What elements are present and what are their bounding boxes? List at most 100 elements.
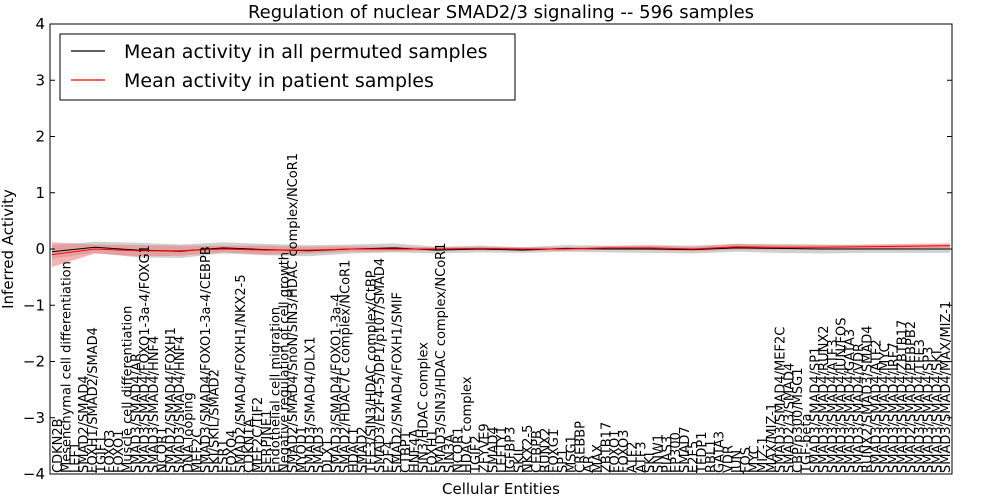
y-axis: 4 3 2 1 0 −1 −2 −3 −4 [23, 15, 952, 483]
entity-label: TGF-beta [800, 414, 815, 475]
entity-label: ZBTB17 [600, 422, 615, 473]
entity-label: DNA looping [182, 392, 197, 473]
legend-label-patient: Mean activity in patient samples [124, 70, 434, 92]
entity-label: CREBBP [573, 421, 588, 473]
entity-label: RUNX2 [539, 428, 554, 473]
entity-label: SMAD3/SMAD4/AR [129, 353, 144, 473]
entity-label: SMAD3/SMAD4/SP3 [922, 347, 937, 473]
entity-label: MEF2C [190, 429, 205, 473]
entity-label: SKI [643, 452, 658, 473]
entity-label: FOXO3 [103, 430, 118, 473]
entity-label: SMAD3/SMAD4/JUN/FOS [835, 318, 850, 473]
entity-label: SMAD3/SMAD4/GATA3 [843, 329, 858, 473]
entity-label: SMAD3 [312, 426, 327, 473]
entity-label: SMAD3/SMAD4/SKI [930, 350, 945, 473]
entity-label: NKX2-5 [521, 425, 536, 473]
entity-label: SERPINE1 [260, 410, 275, 473]
entity-label: HDAC1 [347, 427, 362, 473]
entity-label: SMAD3/SIN3/HDAC complex/NCoR1 [434, 243, 449, 473]
entity-label: SKI/SKIL/SMAD2 [208, 369, 223, 473]
entity-label: CDKN2B [51, 418, 66, 473]
entity-label: NCOR1 [452, 427, 467, 473]
entity-label: RUNX2/SMAD3/SMAD4 [861, 326, 876, 474]
entity-label: FOXO1 [608, 430, 623, 473]
entity-label: SMAD3/SMAD4/HNF4 [147, 336, 162, 473]
entity-label: SMAD2/SMAD4/FOXH1 [164, 327, 179, 473]
entity-label: SMAD2 [356, 426, 371, 473]
entity-label: FOS [739, 447, 754, 473]
y-tick-label: 0 [35, 240, 45, 258]
legend-frame [59, 33, 516, 101]
entity-label: SMAD3/SMAD4/MEF2C [774, 327, 789, 473]
entity-label: HNF4A [408, 429, 423, 473]
entity-label: JUN [730, 450, 745, 474]
entity-label: SMAD2/SMAD4/SnoN/SIN3/HDAC complex/NCoR1 [286, 153, 301, 473]
entity-label: SMAD2/HDAC7C complex/NCoR1 [338, 260, 353, 473]
entity-label: LEFTY1 [495, 426, 510, 473]
entity-label: E2F5 [687, 441, 702, 473]
entity-label: RBL1 [704, 440, 719, 473]
entity-label: TFE3/SIN3/HDAC complex/CtBP [364, 270, 379, 474]
entity-label: PIAS3 [660, 436, 675, 473]
entity-label: Endothelial cell migration [269, 307, 284, 473]
entity-label: SMAD3/SMAD4/RUNX2 [817, 326, 832, 474]
entity-label: SMAD3/SMAD4/MYC [878, 343, 893, 473]
entity-label: SMAD3/SMAD4/FOXO1-3a-4/CEBPB [199, 246, 214, 473]
y-tick-label: −2 [23, 353, 45, 371]
entity-label: GATA3 [713, 431, 728, 473]
entity-label: MIZ-1 [756, 436, 771, 473]
legend: Mean activity in all permuted samples Me… [59, 33, 516, 101]
entity-label: SIN3A [443, 434, 458, 473]
entity-label: SMAD3/SMAD4/SP1 [808, 347, 823, 473]
entity-label: SMAD3/SMAD4/FOXO1-3a-4 [330, 294, 345, 473]
entity-label: ZFYVE9 [478, 423, 493, 473]
entity-label: SMAD3/SMAD4/ZBTB17 [896, 320, 911, 473]
entity-label: MAX [591, 444, 606, 473]
entity-label: SMAD3/SMAD4/DLX1 [304, 337, 319, 473]
patient-band [52, 242, 950, 267]
entity-label: SMAD2/SMAD4/FOXH1/NKX2-5 [234, 274, 249, 473]
patient-mean-line [51, 245, 951, 256]
entity-label: Muscle cell differentiation [121, 306, 136, 473]
entity-label: SMAD3/SMAD4/MAX/MIZ-1 [939, 301, 954, 473]
y-tick-label: 3 [35, 71, 45, 89]
entity-label: FOXO3 [617, 430, 632, 473]
entity-label: ATF2 [626, 441, 641, 473]
entity-label: AR [582, 455, 597, 473]
entity-label: Mesenchymal cell differentiation [60, 261, 75, 473]
entity-label: IGFBP3 [504, 427, 519, 473]
entity-label: LEF1 [68, 442, 83, 473]
entity-label: SMAD7 [678, 426, 693, 473]
entity-label: SMAD3/SMAD4/IRF7 [887, 342, 902, 473]
entity-label: SMAD3/SMAD4/HNF4 [173, 336, 188, 473]
legend-label-permuted: Mean activity in all permuted samples [124, 41, 487, 63]
entity-label: ATF3 [634, 441, 649, 473]
chart-title: Regulation of nuclear SMAD2/3 signaling … [248, 2, 754, 23]
entity-label: SMAD3/SMAD4/TFE3 [913, 339, 928, 473]
entity-label: FOXH1 [425, 429, 440, 473]
entity-label: CEBPB [530, 430, 545, 473]
entity-label: SMAD3/SMAD4/ATF2 [869, 339, 884, 473]
entity-label: SMAD2/SMAD4/PEBPB2 [904, 321, 919, 473]
entity-label: SMAD3/E2F4-5/DP1/p107/SMAD4 [373, 258, 388, 473]
entity-label: SMAD2/SMAD4 [77, 375, 92, 473]
entity-label: E2F4 [382, 441, 397, 473]
entity-label: FOXO4 [225, 430, 240, 473]
entity-label: FOXG1 [547, 429, 562, 473]
entity-label: SKIL [512, 444, 527, 473]
entity-label: SMAD2/3/SMAD4 [782, 363, 797, 473]
entity-label: SMAD3/SMAD4/FOXO1-3a-4/FOXG1 [138, 245, 153, 473]
x-axis-label: Cellular Entities [442, 480, 560, 498]
entity-label: FOXO1 [112, 430, 127, 473]
entity-label: SNW1 [652, 434, 667, 473]
y-axis-label: Inferred Activity [0, 189, 17, 309]
entity-label: EP300 [669, 432, 684, 473]
y-tick-label: −1 [23, 296, 45, 314]
entity-label: TGIF1 [95, 435, 110, 474]
y-tick-label: 4 [35, 15, 45, 33]
entity-label: MYC [748, 445, 763, 473]
entity-label: FOXH1/SMAD2/SMAD4 [86, 327, 101, 473]
y-tick-label: −4 [23, 465, 45, 483]
entity-label: CTBP1 [399, 431, 414, 473]
